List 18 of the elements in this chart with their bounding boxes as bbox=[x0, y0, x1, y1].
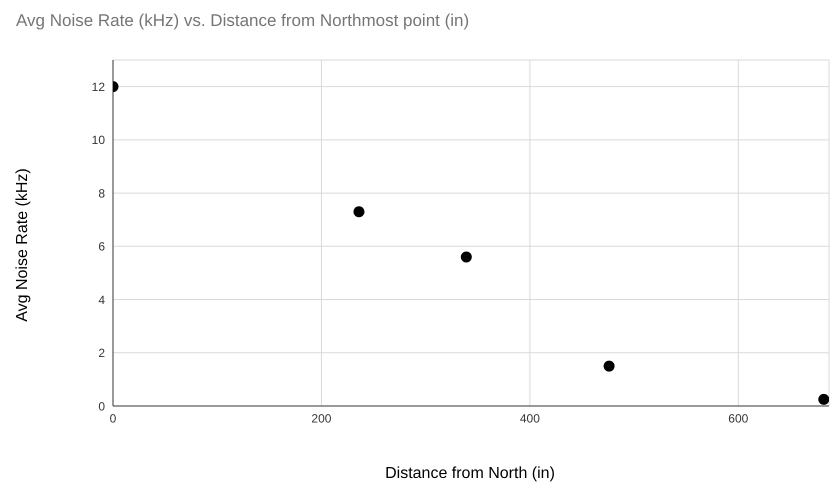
y-tick-label: 4 bbox=[98, 292, 106, 307]
y-tick-label: 10 bbox=[92, 133, 106, 148]
y-tick-label: 12 bbox=[92, 80, 106, 94]
y-tick-label: 8 bbox=[98, 186, 106, 200]
x-axis-title: Distance from North (in) bbox=[385, 465, 555, 483]
y-tick-label: 6 bbox=[98, 240, 106, 254]
x-tick-label: 200 bbox=[311, 412, 332, 426]
chart-title: Avg Noise Rate (kHz) vs. Distance from Northmost point (in) bbox=[16, 11, 470, 31]
point bbox=[604, 360, 615, 372]
y-tick-label: 2 bbox=[98, 346, 106, 360]
x-tick-label: 0 bbox=[110, 412, 117, 426]
point bbox=[353, 206, 364, 218]
y-axis-title: Avg Noise Rate (kHz) bbox=[14, 168, 32, 322]
point bbox=[460, 251, 472, 262]
y-tick-label: 0 bbox=[98, 399, 106, 414]
point bbox=[818, 394, 829, 405]
x-tick-label: 400 bbox=[520, 412, 540, 426]
x-tick-label: 600 bbox=[728, 412, 749, 426]
